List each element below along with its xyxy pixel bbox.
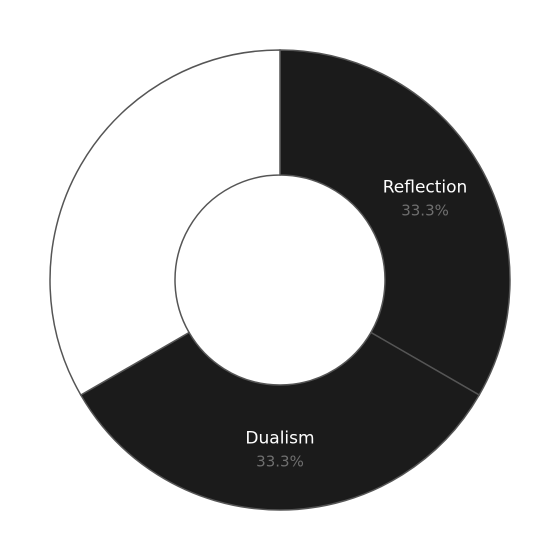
slice-label-dualism: Dualism bbox=[245, 429, 314, 449]
slices-layer bbox=[49, 49, 511, 511]
donut-slice-dualism bbox=[79, 331, 481, 511]
slice-label-reflection: Reflection bbox=[383, 177, 468, 197]
donut-slice-reflection bbox=[279, 49, 511, 397]
slice-percent-dualism: 33.3% bbox=[256, 453, 304, 471]
donut-slice-unlabeled-2 bbox=[49, 49, 281, 397]
slice-percent-reflection: 33.3% bbox=[401, 201, 449, 219]
labels-layer: Reflection 33.3% Dualism 33.3% bbox=[245, 177, 467, 470]
